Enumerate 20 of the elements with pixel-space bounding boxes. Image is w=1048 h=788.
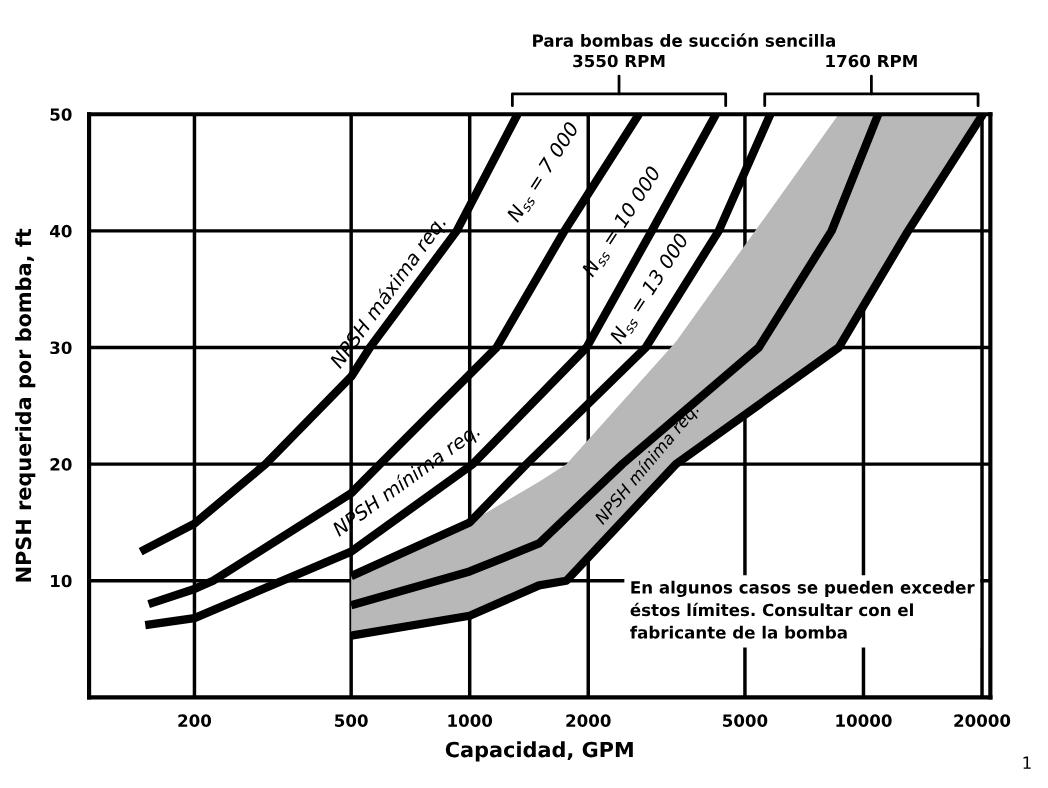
- x-tick-label: 2000: [566, 714, 611, 727]
- y-tick-label: 30: [50, 341, 72, 355]
- x-tick-label: 10000: [836, 714, 892, 727]
- x-tick-label: 20000: [954, 714, 1011, 727]
- x-tick-label: 5000: [723, 714, 768, 727]
- y-tick-label: 50: [50, 108, 72, 121]
- x-tick-label: 500: [335, 714, 368, 727]
- y-tick-label: 40: [49, 224, 72, 238]
- x-tick-label: 200: [178, 714, 212, 727]
- annotation: En algunos casos se pueden exceder éstos límites. Consultar con el fabricante de la bomba: [630, 580, 975, 639]
- text: 1: [1023, 756, 1031, 769]
- x-axis-title: Capacidad, GPM: [445, 741, 633, 762]
- text: 1760 RPM: [826, 54, 917, 68]
- y-tick-label: 20: [50, 458, 72, 471]
- y-axis-title: NPSH requerida por bomba, ft: [15, 228, 36, 582]
- text: 3550 RPM: [573, 54, 665, 68]
- y-tick-label: 10: [51, 574, 72, 588]
- annotation: N$_{ss}$ = 7 000: [505, 120, 582, 225]
- x-tick-label: 1000: [448, 714, 493, 727]
- text: Para bombas de succión sencilla: [533, 33, 835, 47]
